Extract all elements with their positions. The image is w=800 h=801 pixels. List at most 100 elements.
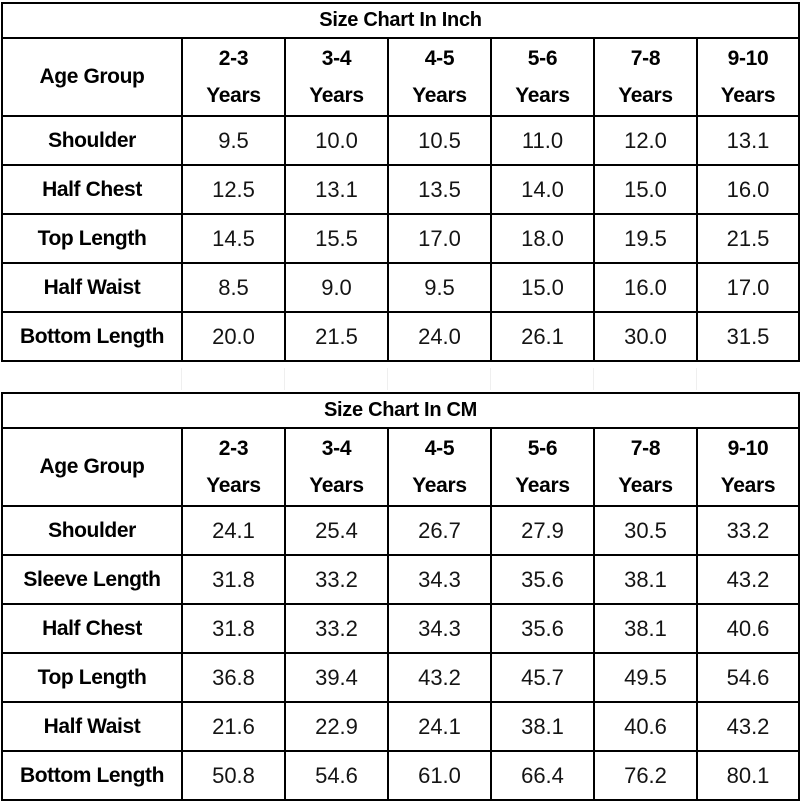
measurement-value: 8.5 bbox=[181, 262, 286, 313]
table-row: Half Chest 12.5 13.1 13.5 14.0 15.0 16.0 bbox=[1, 164, 800, 215]
measurement-value: 38.1 bbox=[593, 554, 698, 605]
age-range: 5-6 bbox=[527, 437, 558, 460]
table-row: Half Chest 31.8 33.2 34.3 35.6 38.1 40.6 bbox=[1, 603, 800, 654]
age-column-header: 4-5 Years bbox=[387, 427, 492, 507]
measurement-value: 12.5 bbox=[181, 164, 286, 215]
measurement-value: 21.5 bbox=[695, 213, 800, 264]
age-column-header: 3-4 Years bbox=[284, 37, 389, 117]
table-row: Sleeve Length 31.8 33.2 34.3 35.6 38.1 4… bbox=[1, 554, 800, 605]
measurement-value: 40.6 bbox=[593, 701, 698, 752]
measurement-value: 14.0 bbox=[490, 164, 595, 215]
age-range: 7-8 bbox=[630, 47, 661, 70]
separator-tick bbox=[284, 368, 285, 390]
measurement-value: 15.5 bbox=[284, 213, 389, 264]
measurement-value: 43.2 bbox=[695, 701, 800, 752]
size-chart-inch-table: Size Chart In Inch Age Group 2-3 Years 3-… bbox=[0, 2, 800, 362]
size-chart-cm-table: Size Chart In CM Age Group 2-3 Years 3-4 Y… bbox=[0, 392, 800, 801]
measurement-value: 14.5 bbox=[181, 213, 286, 264]
measurement-label: Sleeve Length bbox=[1, 554, 183, 605]
measurement-value: 24.1 bbox=[181, 505, 286, 556]
measurement-value: 33.2 bbox=[284, 554, 389, 605]
age-unit: Years bbox=[309, 474, 364, 497]
age-column-header: 9-10 Years bbox=[695, 427, 800, 507]
measurement-label: Half Chest bbox=[1, 164, 183, 215]
separator-tick bbox=[593, 368, 594, 390]
measurement-label: Half Waist bbox=[1, 701, 183, 752]
measurement-value: 54.6 bbox=[695, 652, 800, 703]
measurement-value: 9.5 bbox=[387, 262, 492, 313]
table-title: Size Chart In CM bbox=[0, 392, 800, 429]
measurement-value: 49.5 bbox=[593, 652, 698, 703]
measurement-value: 13.5 bbox=[387, 164, 492, 215]
measurement-value: 10.5 bbox=[387, 115, 492, 166]
table-title-row: Size Chart In Inch bbox=[0, 2, 800, 39]
separator-tick bbox=[696, 368, 697, 390]
measurement-value: 13.1 bbox=[284, 164, 389, 215]
age-range: 5-6 bbox=[527, 47, 558, 70]
measurement-value: 43.2 bbox=[695, 554, 800, 605]
measurement-value: 34.3 bbox=[387, 554, 492, 605]
age-unit: Years bbox=[206, 474, 261, 497]
separator-tick bbox=[181, 368, 182, 390]
separator-tick bbox=[490, 368, 491, 390]
measurement-value: 24.0 bbox=[387, 311, 492, 362]
measurement-value: 35.6 bbox=[490, 603, 595, 654]
table-row: Bottom Length 50.8 54.6 61.0 66.4 76.2 8… bbox=[1, 750, 800, 801]
measurement-value: 35.6 bbox=[490, 554, 595, 605]
measurement-value: 27.9 bbox=[490, 505, 595, 556]
measurement-value: 50.8 bbox=[181, 750, 286, 801]
age-range: 4-5 bbox=[424, 437, 455, 460]
measurement-value: 38.1 bbox=[593, 603, 698, 654]
age-group-header: Age Group bbox=[1, 37, 183, 117]
measurement-label: Half Chest bbox=[1, 603, 183, 654]
age-unit: Years bbox=[720, 84, 776, 107]
measurement-value: 18.0 bbox=[490, 213, 595, 264]
age-unit: Years bbox=[309, 84, 364, 107]
table-row: Half Waist 8.5 9.0 9.5 15.0 16.0 17.0 bbox=[1, 262, 800, 313]
measurement-value: 66.4 bbox=[490, 750, 595, 801]
age-range: 9-10 bbox=[727, 437, 769, 460]
table-row: Top Length 14.5 15.5 17.0 18.0 19.5 21.5 bbox=[1, 213, 800, 264]
measurement-value: 10.0 bbox=[284, 115, 389, 166]
age-unit: Years bbox=[720, 474, 776, 497]
measurement-value: 34.3 bbox=[387, 603, 492, 654]
measurement-label: Top Length bbox=[1, 213, 183, 264]
measurement-value: 21.5 bbox=[284, 311, 389, 362]
table-title: Size Chart In Inch bbox=[0, 2, 800, 39]
measurement-value: 20.0 bbox=[181, 311, 286, 362]
measurement-value: 9.0 bbox=[284, 262, 389, 313]
table-row: Top Length 36.8 39.4 43.2 45.7 49.5 54.6 bbox=[1, 652, 800, 703]
measurement-value: 22.9 bbox=[284, 701, 389, 752]
measurement-value: 39.4 bbox=[284, 652, 389, 703]
measurement-value: 61.0 bbox=[387, 750, 492, 801]
age-range: 3-4 bbox=[321, 437, 352, 460]
table-title-row: Size Chart In CM bbox=[0, 392, 800, 429]
measurement-label: Bottom Length bbox=[1, 311, 183, 362]
measurement-value: 24.1 bbox=[387, 701, 492, 752]
measurement-value: 30.0 bbox=[593, 311, 698, 362]
age-unit: Years bbox=[515, 84, 570, 107]
age-unit: Years bbox=[412, 84, 467, 107]
age-range: 3-4 bbox=[321, 47, 352, 70]
measurement-value: 13.1 bbox=[695, 115, 800, 166]
age-column-header: 5-6 Years bbox=[490, 37, 595, 117]
measurement-value: 9.5 bbox=[181, 115, 286, 166]
measurement-value: 36.8 bbox=[181, 652, 286, 703]
age-column-header: 4-5 Years bbox=[387, 37, 492, 117]
age-group-header: Age Group bbox=[1, 427, 183, 507]
measurement-label: Shoulder bbox=[1, 115, 183, 166]
measurement-value: 38.1 bbox=[490, 701, 595, 752]
table-row: Shoulder 24.1 25.4 26.7 27.9 30.5 33.2 bbox=[1, 505, 800, 556]
age-column-header: 7-8 Years bbox=[593, 427, 698, 507]
measurement-label: Half Waist bbox=[1, 262, 183, 313]
age-unit: Years bbox=[206, 84, 261, 107]
measurement-value: 31.8 bbox=[181, 554, 286, 605]
age-range: 2-3 bbox=[218, 437, 249, 460]
separator-tick bbox=[387, 368, 388, 390]
measurement-value: 21.6 bbox=[181, 701, 286, 752]
age-column-header: 3-4 Years bbox=[284, 427, 389, 507]
age-column-header: 7-8 Years bbox=[593, 37, 698, 117]
measurement-value: 31.8 bbox=[181, 603, 286, 654]
measurement-value: 33.2 bbox=[284, 603, 389, 654]
age-column-header: 9-10 Years bbox=[695, 37, 800, 117]
